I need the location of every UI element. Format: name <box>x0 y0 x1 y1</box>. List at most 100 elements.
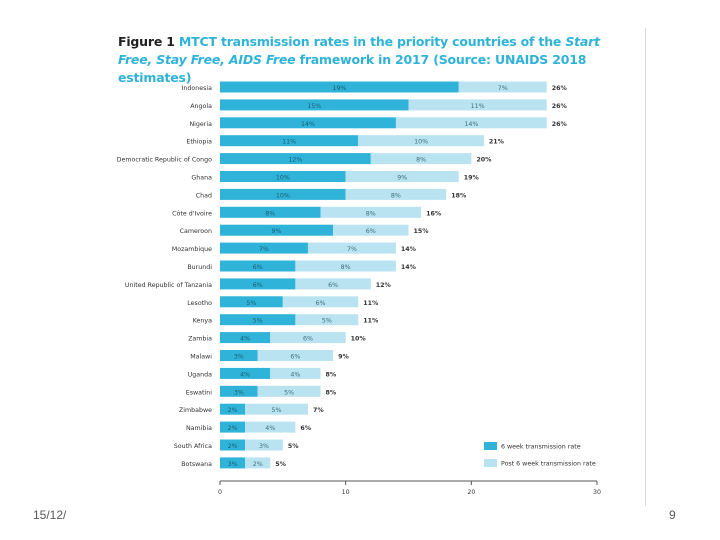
bar-post-6-week <box>320 206 422 218</box>
bar-6-week <box>220 367 271 379</box>
bar-post-6-week <box>295 260 396 272</box>
total-label: 11% <box>363 300 379 307</box>
data-label-post-6-week: 6% <box>303 336 313 343</box>
total-label: 15% <box>414 228 430 235</box>
bar-6-week <box>220 117 396 129</box>
data-label-6-week: 12% <box>288 157 302 164</box>
total-label: 20% <box>476 157 492 164</box>
category-label: Lesotho <box>187 300 212 307</box>
bar-post-6-week <box>295 278 371 290</box>
data-label-post-6-week: 4% <box>290 371 300 378</box>
bar-6-week <box>220 332 271 344</box>
category-label: Angola <box>190 103 212 110</box>
category-label: Ghana <box>191 175 212 182</box>
bar-post-6-week <box>270 367 321 379</box>
bar-6-week <box>220 403 246 415</box>
category-label: Uganda <box>188 371 212 378</box>
data-label-post-6-week: 11% <box>471 103 485 110</box>
data-label-post-6-week: 8% <box>366 210 376 217</box>
data-label-6-week: 15% <box>307 103 321 110</box>
data-label-6-week: 7% <box>259 246 269 253</box>
bar-post-6-week <box>408 99 547 111</box>
category-label: Indonesia <box>182 85 213 92</box>
data-label-6-week: 2% <box>228 407 238 414</box>
total-label: 26% <box>552 85 568 92</box>
data-label-6-week: 3% <box>234 354 244 361</box>
total-label: 21% <box>489 139 505 146</box>
data-label-6-week: 4% <box>240 371 250 378</box>
bar-6-week <box>220 439 246 451</box>
total-label: 11% <box>363 318 379 325</box>
legend-swatch <box>484 442 497 450</box>
bar-6-week <box>220 278 296 290</box>
total-label: 8% <box>326 389 337 396</box>
data-label-6-week: 2% <box>228 443 238 450</box>
bar-6-week <box>220 135 359 147</box>
category-label: United Republic of Tanzania <box>125 282 212 289</box>
bar-6-week <box>220 188 346 200</box>
bar-6-week <box>220 260 296 272</box>
data-label-6-week: 11% <box>282 139 296 146</box>
data-label-post-6-week: 2% <box>253 461 263 468</box>
bar-post-6-week <box>458 81 547 93</box>
data-label-post-6-week: 10% <box>414 139 428 146</box>
bar-post-6-week <box>295 314 359 326</box>
data-label-post-6-week: 7% <box>498 85 508 92</box>
figure-label: Figure 1 <box>118 34 175 49</box>
data-label-post-6-week: 9% <box>397 175 407 182</box>
data-label-6-week: 8% <box>265 210 275 217</box>
category-label: Mozambique <box>172 246 212 253</box>
total-label: 5% <box>275 461 286 468</box>
total-label: 7% <box>313 407 324 414</box>
category-label: Namibia <box>186 425 212 432</box>
data-label-6-week: 5% <box>253 318 263 325</box>
data-label-post-6-week: 8% <box>416 157 426 164</box>
data-label-post-6-week: 4% <box>265 425 275 432</box>
data-label-6-week: 3% <box>234 389 244 396</box>
bar-post-6-week <box>257 350 334 361</box>
x-tick-label: 20 <box>467 489 475 496</box>
category-label: Zimbabwe <box>179 407 212 414</box>
data-label-post-6-week: 7% <box>347 246 357 253</box>
data-label-post-6-week: 5% <box>322 318 332 325</box>
bar-6-week <box>220 385 258 397</box>
bar-post-6-week <box>245 457 271 469</box>
bar-6-week <box>220 296 283 308</box>
figure-title: Figure 1 MTCT transmission rates in the … <box>118 33 608 87</box>
figure-title-italic: Start Free, Stay Free, AIDS Free <box>118 34 600 67</box>
total-label: 19% <box>464 175 480 182</box>
slide-number: 9 <box>669 508 676 522</box>
category-label: Ethiopia <box>186 139 212 146</box>
category-label: Chad <box>196 192 212 199</box>
data-label-post-6-week: 8% <box>391 192 401 199</box>
total-label: 9% <box>338 354 349 361</box>
data-label-post-6-week: 6% <box>366 228 376 235</box>
category-label: Zambia <box>188 336 212 343</box>
data-label-6-week: 14% <box>301 121 315 128</box>
bar-post-6-week <box>270 332 346 344</box>
legend-label: 6 week transmission rate <box>501 444 581 451</box>
total-label: 12% <box>376 282 392 289</box>
category-label: Kenya <box>193 318 212 325</box>
data-label-post-6-week: 6% <box>328 282 338 289</box>
category-label: Democratic Republic of Congo <box>117 157 213 164</box>
category-label: Burundi <box>187 264 212 271</box>
bar-post-6-week <box>307 242 396 254</box>
data-label-6-week: 19% <box>332 85 346 92</box>
bar-post-6-week <box>333 224 409 236</box>
total-label: 10% <box>351 336 367 343</box>
data-label-post-6-week: 5% <box>284 389 294 396</box>
total-label: 18% <box>451 192 467 199</box>
legend-label: Post 6 week transmission rate <box>501 461 596 468</box>
bar-post-6-week <box>245 439 283 451</box>
data-label-6-week: 2% <box>228 425 238 432</box>
bar-post-6-week <box>370 153 472 165</box>
data-label-6-week: 3% <box>228 461 238 468</box>
data-label-6-week: 5% <box>246 300 256 307</box>
figure-title-part2: framework in 2017 (Source: UNAIDS 2018 e… <box>118 52 587 85</box>
data-label-post-6-week: 6% <box>316 300 326 307</box>
data-label-post-6-week: 5% <box>272 407 282 414</box>
bar-6-week <box>220 224 334 236</box>
total-label: 26% <box>552 103 568 110</box>
